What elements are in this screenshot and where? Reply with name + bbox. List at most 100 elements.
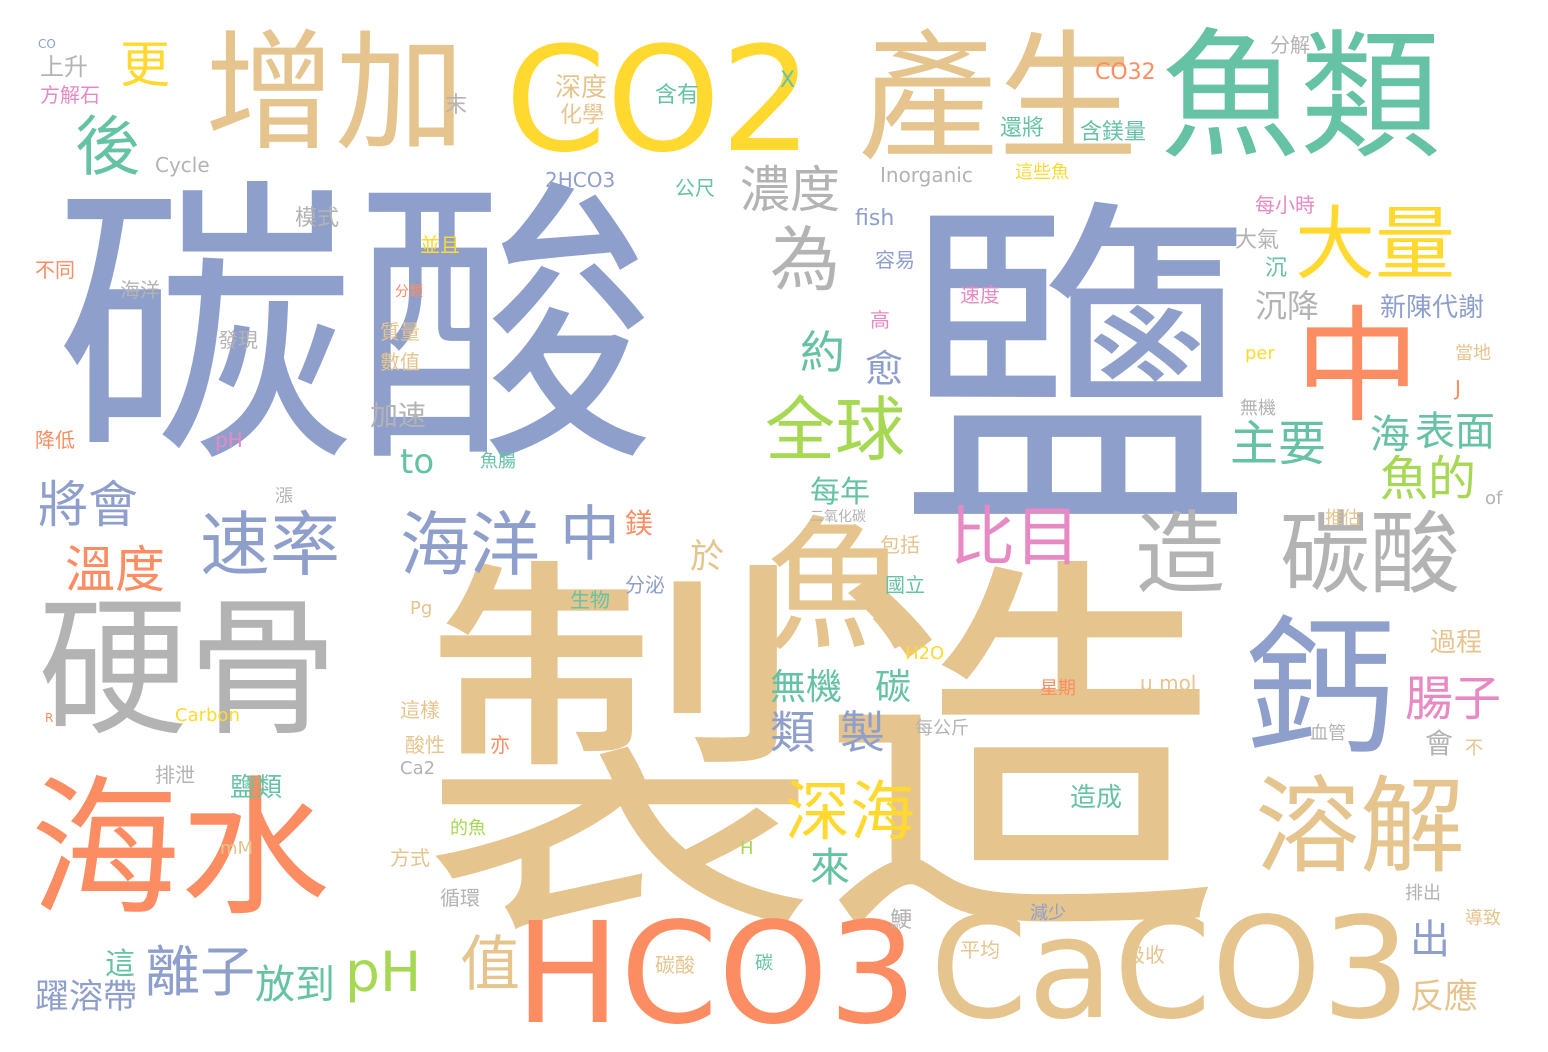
- word: CO32: [1095, 60, 1156, 85]
- word: 海洋: [120, 278, 160, 302]
- word: 造: [1135, 502, 1225, 607]
- word: CO: [38, 37, 56, 51]
- word: 海洋: [400, 504, 540, 586]
- word: mM: [220, 838, 254, 859]
- word: 星期: [1040, 678, 1076, 699]
- word: 的魚: [450, 818, 486, 839]
- word: H: [740, 838, 754, 859]
- word: 酸性: [405, 733, 445, 757]
- word: 增加: [205, 17, 466, 169]
- word: 二氧化碳: [810, 509, 866, 525]
- word: Cycle: [155, 153, 210, 177]
- word: Inorganic: [880, 163, 973, 187]
- word: 血管: [1310, 723, 1346, 744]
- word: 每年: [810, 475, 870, 510]
- word: 推估: [1325, 508, 1361, 529]
- word: 碳: [875, 667, 912, 708]
- word: 這些魚: [1015, 162, 1069, 183]
- word: 鯁: [890, 908, 913, 933]
- word: 降低: [35, 428, 75, 452]
- word: 這樣: [400, 698, 440, 722]
- word: 造成: [1070, 783, 1123, 813]
- word: 鹽類: [230, 773, 283, 803]
- word: 含有: [655, 83, 700, 108]
- word: 硬骨: [38, 583, 339, 757]
- word: 深海: [785, 775, 916, 850]
- word: X: [780, 68, 796, 93]
- word: 產生: [858, 18, 1139, 181]
- word: 值: [460, 930, 520, 1000]
- word: fish: [855, 206, 895, 231]
- word: 躍溶帶: [35, 977, 137, 1017]
- word: 2HCO3: [545, 168, 616, 192]
- word: 容易: [875, 248, 915, 272]
- word: 不: [1465, 738, 1483, 759]
- word: 鈣: [1245, 603, 1396, 777]
- word: 化學: [560, 103, 605, 128]
- word: 中: [560, 500, 620, 570]
- word: 鎂: [625, 507, 654, 540]
- word: 腸子: [1405, 671, 1502, 727]
- word: 溫度: [65, 541, 165, 599]
- word: 製: [840, 706, 886, 759]
- word: 大氣: [1235, 228, 1280, 253]
- word: pH: [215, 428, 243, 452]
- word: 公尺: [675, 176, 715, 200]
- word: CO2: [505, 16, 813, 185]
- word: 大量: [1295, 198, 1455, 291]
- word: 溶解: [1255, 766, 1466, 888]
- word: 高: [870, 308, 890, 332]
- word: 上升: [40, 53, 88, 81]
- word: 為: [770, 219, 840, 301]
- word: 類: [770, 706, 816, 759]
- word: 愈: [865, 347, 904, 391]
- word: 並且: [420, 233, 460, 257]
- word: 約: [800, 326, 846, 379]
- word: 更: [120, 36, 170, 94]
- word: of: [1485, 488, 1503, 509]
- word: 濃度: [740, 161, 840, 219]
- word: 末: [445, 93, 468, 118]
- word: 海水: [30, 763, 331, 937]
- word: 深度: [555, 73, 608, 103]
- word: 海: [1370, 412, 1410, 458]
- word: CaCO3: [930, 888, 1411, 1051]
- word: 這: [105, 947, 135, 982]
- word: 碳: [755, 953, 773, 974]
- word: 質量: [380, 320, 420, 344]
- word: 魚類: [1160, 16, 1441, 179]
- word: 導致: [1465, 908, 1501, 929]
- word: Carbon: [175, 705, 240, 726]
- word: 排泄: [155, 763, 195, 787]
- word: 生物: [570, 588, 610, 612]
- word: 發現: [218, 328, 258, 352]
- word: 反應: [1410, 977, 1478, 1017]
- word: 方式: [390, 846, 430, 870]
- word: 分解: [1270, 33, 1310, 57]
- word: 亦: [490, 733, 510, 757]
- word: 減少: [1030, 903, 1066, 924]
- word: 過程: [1430, 628, 1483, 658]
- word: 製造: [420, 527, 1220, 992]
- word: 魚腸: [480, 451, 516, 472]
- word: 沉: [1265, 256, 1288, 281]
- word: 沉降: [1255, 287, 1320, 325]
- word: 比目: [950, 500, 1081, 575]
- word: 無機: [1240, 398, 1276, 419]
- word: 國立: [885, 573, 925, 597]
- word: 放到: [255, 962, 335, 1008]
- word: 當地: [1455, 343, 1491, 364]
- word: 主要: [1230, 416, 1327, 472]
- word: 速率: [200, 504, 340, 586]
- word: 漲: [275, 486, 293, 507]
- word: 分泌: [625, 573, 665, 597]
- word: 鹽: [900, 171, 1250, 579]
- word: 魚: [765, 503, 910, 672]
- word: 碳酸: [655, 953, 695, 977]
- word: 平均: [960, 938, 1000, 962]
- word: 全球: [765, 389, 905, 471]
- word: 來: [810, 845, 850, 891]
- word: HCO3: [515, 893, 918, 1052]
- word: 還將: [1000, 116, 1045, 141]
